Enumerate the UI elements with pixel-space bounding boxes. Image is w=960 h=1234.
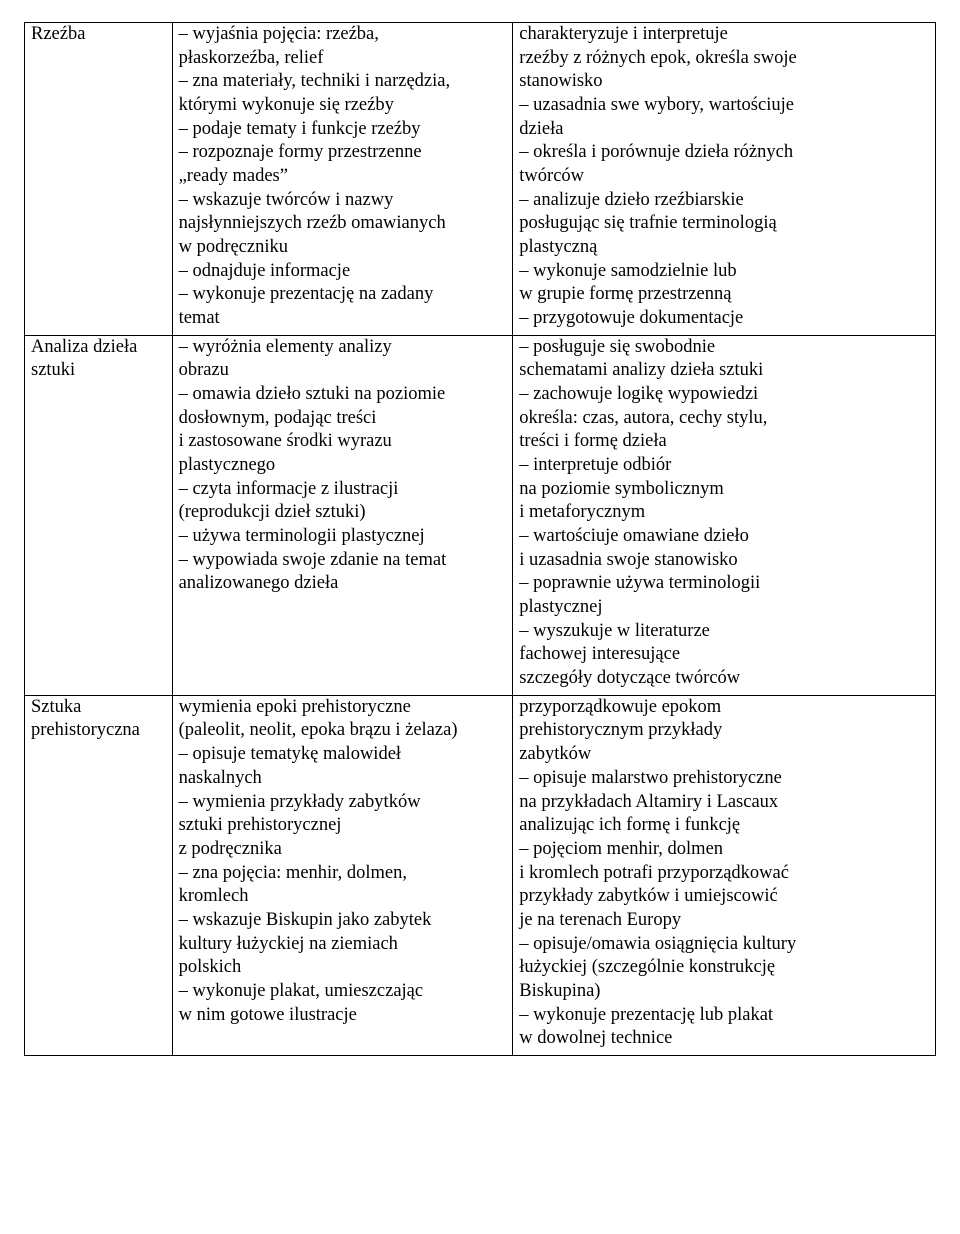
text-line: – wykonuje plakat, umieszczając bbox=[179, 980, 507, 1004]
text-line: rzeźby z różnych epok, określa swoje bbox=[519, 47, 929, 71]
text-line: – opisuje/omawia osiągnięcia kultury bbox=[519, 933, 929, 957]
text-line: – wskazuje twórców i nazwy bbox=[179, 189, 507, 213]
basic-cell: wymienia epoki prehistoryczne(paleolit, … bbox=[172, 695, 513, 1055]
text-line: – opisuje tematykę malowideł bbox=[179, 743, 507, 767]
table-row: Rzeźba– wyjaśnia pojęcia: rzeźba,płaskor… bbox=[25, 23, 936, 336]
text-line: – interpretuje odbiór bbox=[519, 454, 929, 478]
text-line: – wykonuje samodzielnie lub bbox=[519, 260, 929, 284]
text-line: dzieła bbox=[519, 118, 929, 142]
text-line: – wymienia przykłady zabytków bbox=[179, 791, 507, 815]
text-line: sztuki prehistorycznej bbox=[179, 814, 507, 838]
text-line: na poziomie symbolicznym bbox=[519, 478, 929, 502]
basic-cell: – wyróżnia elementy analizyobrazu– omawi… bbox=[172, 335, 513, 695]
table-row: Analiza dzieła sztuki– wyróżnia elementy… bbox=[25, 335, 936, 695]
text-line: posługując się trafnie terminologią bbox=[519, 212, 929, 236]
curriculum-table: Rzeźba– wyjaśnia pojęcia: rzeźba,płaskor… bbox=[24, 22, 936, 1056]
text-line: i kromlech potrafi przyporządkować bbox=[519, 862, 929, 886]
text-line: prehistorycznym przykłady bbox=[519, 719, 929, 743]
text-line: łużyckiej (szczególnie konstrukcję bbox=[519, 956, 929, 980]
text-line: w nim gotowe ilustracje bbox=[179, 1004, 507, 1028]
text-line: analizowanego dzieła bbox=[179, 572, 507, 596]
text-line: Biskupina) bbox=[519, 980, 929, 1004]
text-line: – wyszukuje w literaturze bbox=[519, 620, 929, 644]
text-line: plastycznego bbox=[179, 454, 507, 478]
text-line: płaskorzeźba, relief bbox=[179, 47, 507, 71]
text-line: – wartościuje omawiane dzieło bbox=[519, 525, 929, 549]
text-line: szczegóły dotyczące twórców bbox=[519, 667, 929, 691]
extended-cell: – posługuje się swobodnieschematami anal… bbox=[513, 335, 936, 695]
text-line: i zastosowane środki wyrazu bbox=[179, 430, 507, 454]
topic-cell: Rzeźba bbox=[25, 23, 173, 336]
text-line: określa: czas, autora, cechy stylu, bbox=[519, 407, 929, 431]
text-line: charakteryzuje i interpretuje bbox=[519, 23, 929, 47]
text-line: zabytków bbox=[519, 743, 929, 767]
text-line: na przykładach Altamiry i Lascaux bbox=[519, 791, 929, 815]
text-line: twórców bbox=[519, 165, 929, 189]
text-line: naskalnych bbox=[179, 767, 507, 791]
text-line: analizując ich formę i funkcję bbox=[519, 814, 929, 838]
text-line: fachowej interesujące bbox=[519, 643, 929, 667]
text-line: – analizuje dzieło rzeźbiarskie bbox=[519, 189, 929, 213]
text-line: – opisuje malarstwo prehistoryczne bbox=[519, 767, 929, 791]
text-line: i uzasadnia swoje stanowisko bbox=[519, 549, 929, 573]
text-line: dosłownym, podając treści bbox=[179, 407, 507, 431]
extended-cell: przyporządkowuje epokomprehistorycznym p… bbox=[513, 695, 936, 1055]
text-line: (paleolit, neolit, epoka brązu i żelaza) bbox=[179, 719, 507, 743]
text-line: – poprawnie używa terminologii bbox=[519, 572, 929, 596]
text-line: – omawia dzieło sztuki na poziomie bbox=[179, 383, 507, 407]
extended-cell: charakteryzuje i interpretujerzeźby z ró… bbox=[513, 23, 936, 336]
text-line: – czyta informacje z ilustracji bbox=[179, 478, 507, 502]
text-line: polskich bbox=[179, 956, 507, 980]
text-line: stanowisko bbox=[519, 70, 929, 94]
text-line: i metaforycznym bbox=[519, 501, 929, 525]
text-line: – zna materiały, techniki i narzędzia, bbox=[179, 70, 507, 94]
text-line: temat bbox=[179, 307, 507, 331]
text-line: „ready mades” bbox=[179, 165, 507, 189]
text-line: je na terenach Europy bbox=[519, 909, 929, 933]
topic-cell: Sztuka prehistoryczna bbox=[25, 695, 173, 1055]
text-line: z podręcznika bbox=[179, 838, 507, 862]
text-line: – przygotowuje dokumentacje bbox=[519, 307, 929, 331]
table-row: Sztuka prehistorycznawymienia epoki preh… bbox=[25, 695, 936, 1055]
text-line: – używa terminologii plastycznej bbox=[179, 525, 507, 549]
text-line: – zachowuje logikę wypowiedzi bbox=[519, 383, 929, 407]
basic-cell: – wyjaśnia pojęcia: rzeźba,płaskorzeźba,… bbox=[172, 23, 513, 336]
text-line: – pojęciom menhir, dolmen bbox=[519, 838, 929, 862]
text-line: kultury łużyckiej na ziemiach bbox=[179, 933, 507, 957]
text-line: – zna pojęcia: menhir, dolmen, bbox=[179, 862, 507, 886]
text-line: w grupie formę przestrzenną bbox=[519, 283, 929, 307]
text-line: obrazu bbox=[179, 359, 507, 383]
text-line: przykłady zabytków i umiejscowić bbox=[519, 885, 929, 909]
text-line: w podręczniku bbox=[179, 236, 507, 260]
text-line: – wyjaśnia pojęcia: rzeźba, bbox=[179, 23, 507, 47]
text-line: przyporządkowuje epokom bbox=[519, 696, 929, 720]
text-line: którymi wykonuje się rzeźby bbox=[179, 94, 507, 118]
text-line: schematami analizy dzieła sztuki bbox=[519, 359, 929, 383]
text-line: plastycznej bbox=[519, 596, 929, 620]
text-line: – rozpoznaje formy przestrzenne bbox=[179, 141, 507, 165]
text-line: w dowolnej technice bbox=[519, 1027, 929, 1051]
text-line: – określa i porównuje dzieła różnych bbox=[519, 141, 929, 165]
text-line: – wykonuje prezentację lub plakat bbox=[519, 1004, 929, 1028]
text-line: – odnajduje informacje bbox=[179, 260, 507, 284]
text-line: – posługuje się swobodnie bbox=[519, 336, 929, 360]
text-line: najsłynniejszych rzeźb omawianych bbox=[179, 212, 507, 236]
text-line: wymienia epoki prehistoryczne bbox=[179, 696, 507, 720]
text-line: kromlech bbox=[179, 885, 507, 909]
text-line: (reprodukcji dzieł sztuki) bbox=[179, 501, 507, 525]
text-line: – wypowiada swoje zdanie na temat bbox=[179, 549, 507, 573]
text-line: – uzasadnia swe wybory, wartościuje bbox=[519, 94, 929, 118]
text-line: – podaje tematy i funkcje rzeźby bbox=[179, 118, 507, 142]
text-line: – wskazuje Biskupin jako zabytek bbox=[179, 909, 507, 933]
text-line: – wyróżnia elementy analizy bbox=[179, 336, 507, 360]
table-body: Rzeźba– wyjaśnia pojęcia: rzeźba,płaskor… bbox=[25, 23, 936, 1056]
text-line: – wykonuje prezentację na zadany bbox=[179, 283, 507, 307]
topic-cell: Analiza dzieła sztuki bbox=[25, 335, 173, 695]
text-line: treści i formę dzieła bbox=[519, 430, 929, 454]
text-line: plastyczną bbox=[519, 236, 929, 260]
